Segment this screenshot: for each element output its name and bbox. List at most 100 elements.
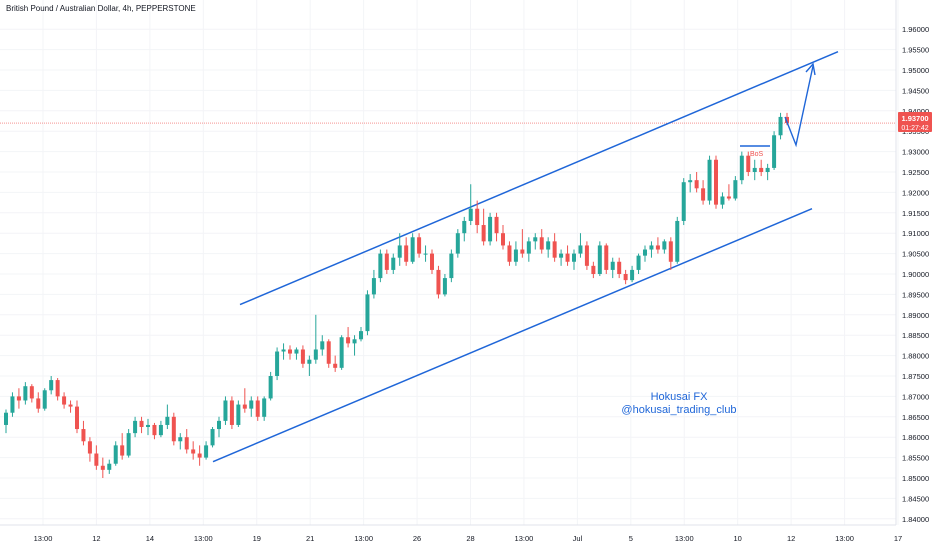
channel-lower-line[interactable] [212, 208, 813, 463]
y-tick-label: 1.90500 [902, 250, 929, 259]
candle [397, 233, 402, 266]
candles [3, 112, 790, 478]
candle [662, 239, 667, 254]
candle-body [571, 253, 577, 262]
candle [145, 418, 151, 436]
candle-body [546, 241, 551, 250]
channel-upper-line[interactable] [239, 50, 839, 306]
candle [571, 249, 577, 270]
y-tick-label: 1.94000 [902, 107, 929, 116]
drawings[interactable]: BoS Hokusai FX @hokusai_trading_club [621, 62, 816, 416]
candle [242, 388, 247, 413]
candle [765, 163, 770, 181]
y-tick-label: 1.86000 [902, 433, 929, 442]
candle [236, 400, 241, 427]
candle [604, 243, 609, 274]
candle-body [255, 400, 260, 417]
candle-body [630, 269, 635, 281]
candle [74, 400, 80, 434]
candle-body [726, 196, 731, 199]
candle-body [216, 420, 222, 430]
plot-background [0, 0, 896, 525]
candle [171, 412, 176, 446]
y-tick-label: 1.88500 [902, 331, 929, 340]
y-tick-label: 1.89500 [902, 290, 929, 299]
candle-body [49, 380, 54, 391]
candle [720, 192, 725, 209]
candle-body [397, 245, 402, 258]
candle [107, 459, 112, 474]
candle [559, 249, 564, 266]
candle-body [74, 406, 80, 430]
parallel-channel[interactable] [212, 50, 839, 463]
candle [113, 441, 118, 466]
price-axis[interactable]: 1.960001.955001.950001.945001.940001.935… [902, 25, 929, 524]
candle [275, 347, 280, 381]
candle [120, 433, 125, 460]
candle [778, 112, 783, 140]
candle-body [442, 278, 447, 295]
candle [255, 396, 260, 421]
candle-body [623, 274, 628, 281]
projection-arrow[interactable] [784, 65, 814, 148]
candle-body [655, 245, 660, 250]
candle-body [320, 341, 325, 350]
candle-body [346, 337, 351, 344]
candle-body [688, 180, 693, 183]
candle-body [488, 216, 493, 242]
candle [539, 229, 544, 254]
candle [204, 441, 209, 460]
candle-body [204, 445, 209, 458]
candle-body [610, 261, 615, 270]
candle [630, 265, 635, 283]
x-tick-label: 13:00 [194, 534, 213, 543]
candle-body [268, 376, 273, 399]
candle-body [165, 416, 170, 425]
candle [404, 237, 409, 266]
candle-body [313, 349, 318, 360]
candle [36, 392, 41, 413]
candle-body [120, 445, 125, 456]
candle [197, 445, 202, 466]
candle [733, 176, 738, 201]
candle-body [10, 396, 15, 413]
candle-body [139, 420, 144, 427]
candle-body [391, 257, 396, 270]
candle-body [539, 237, 544, 250]
candle [191, 441, 196, 460]
candle-body [262, 398, 267, 417]
candle-body [3, 412, 9, 425]
candle [94, 445, 99, 470]
candle-body [739, 155, 744, 181]
candle-body [462, 220, 467, 234]
candle [701, 180, 706, 205]
candle [294, 347, 299, 360]
candle-body [500, 233, 506, 246]
candle [184, 429, 189, 454]
x-tick-label: 12 [787, 534, 795, 543]
candle [287, 345, 293, 360]
candle-body [378, 253, 383, 279]
candle [29, 384, 34, 403]
candle [507, 241, 512, 266]
candle [210, 427, 215, 448]
candle-body [481, 225, 486, 242]
candle-body [784, 116, 790, 124]
candle [694, 172, 699, 193]
time-axis[interactable]: 13:00 12 14 13:00 19 21 13:00 26 28 13:00 Jul 5 13:0… [34, 534, 903, 543]
arrowhead-icon [805, 62, 816, 76]
x-tick-label: 12 [92, 534, 100, 543]
price-label: 1.93700 01:27:42 [898, 112, 932, 132]
candle-body [494, 216, 499, 234]
candle-body [765, 167, 770, 172]
x-tick-label: 13:00 [34, 534, 53, 543]
symbol-title: British Pound / Australian Dollar, 4h, P… [6, 4, 196, 13]
candle-body [520, 249, 525, 254]
x-tick-label: 28 [466, 534, 474, 543]
candle [681, 178, 686, 226]
candle-body [513, 249, 518, 262]
candle [229, 396, 234, 430]
y-tick-label: 1.96000 [902, 25, 929, 34]
